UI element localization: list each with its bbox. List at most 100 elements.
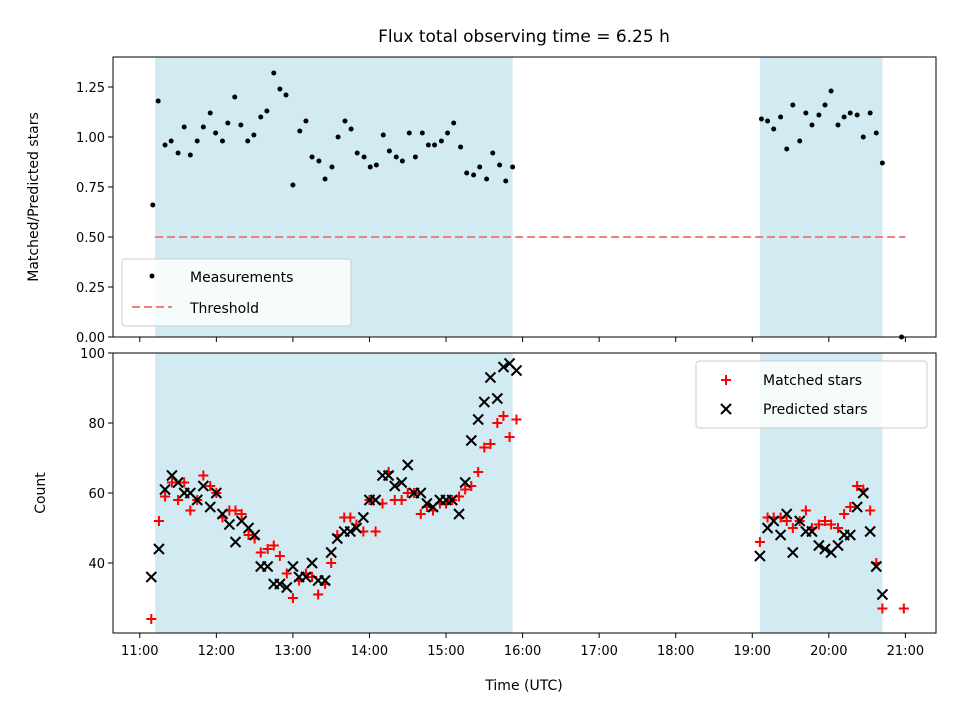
predicted-star-point: [453, 508, 465, 520]
measurement-point: [419, 130, 425, 136]
measurement-point: [425, 142, 431, 148]
matched-star-point: [281, 568, 292, 579]
legend-measurements-marker: [149, 273, 155, 279]
predicted-star-point: [806, 525, 818, 538]
y-tick-label: 1.00: [76, 131, 105, 146]
measurement-point: [860, 134, 866, 140]
measurement-point: [510, 164, 516, 170]
measurement-point: [187, 152, 193, 158]
measurement-point: [297, 128, 303, 134]
measurement-point: [283, 92, 289, 98]
y-tick-label: 1.25: [76, 81, 105, 96]
bottom-legend-box: [695, 360, 928, 429]
matched-star-point: [205, 481, 216, 491]
measurement-point: [150, 202, 156, 208]
measurement-point: [438, 138, 444, 144]
matched-star-point: [833, 523, 844, 533]
measurement-point: [316, 158, 322, 164]
top-y-ticks: 0.00 0.25 0.50 0.75 1.00 1.25: [76, 81, 113, 346]
matched-star-point: [153, 516, 164, 526]
predicted-star-point: [153, 543, 165, 555]
matched-star-point: [787, 523, 798, 533]
predicted-star-point: [145, 571, 157, 583]
ratio-panel: 0.00 0.25 0.50 0.75 1.00 1.25 Matched/Predict…: [26, 56, 937, 346]
predicted-star-point: [223, 518, 236, 531]
matched-star-point: [898, 603, 909, 614]
matched-star-point: [479, 442, 490, 453]
measurement-point: [809, 122, 815, 128]
measurement-point: [207, 110, 213, 116]
predicted-star-point: [172, 476, 184, 489]
matched-star-point: [345, 512, 356, 523]
measurement-point: [380, 132, 386, 138]
matched-star-point: [326, 558, 337, 568]
measurement-point: [406, 130, 412, 136]
measurement-point: [361, 154, 367, 160]
legend-threshold-label: Threshold: [189, 301, 259, 317]
predicted-star-point: [344, 525, 357, 538]
measurement-point: [225, 120, 231, 126]
x-tick-label: 12:00: [198, 644, 235, 659]
predicted-star-point: [857, 487, 869, 499]
y-tick-label: 0.50: [76, 231, 105, 246]
predicted-star-point: [350, 522, 363, 534]
matched-star-point: [146, 614, 157, 624]
measurement-point: [841, 114, 847, 120]
x-axis-label: Time (UTC): [484, 678, 562, 694]
matched-star-point: [287, 593, 298, 603]
predicted-star-point: [159, 483, 171, 496]
x-tick-label: 13:00: [274, 644, 311, 659]
legend-matched-marker: [721, 375, 731, 385]
measurement-point: [251, 132, 257, 138]
measurement-point: [451, 120, 457, 126]
y-tick-label: 100: [80, 347, 105, 362]
measurement-point: [290, 182, 296, 188]
measurement-point: [168, 138, 174, 144]
predicted-star-point: [767, 515, 780, 527]
count-points: [145, 357, 909, 624]
y-tick-label: 0.00: [76, 331, 105, 346]
measurement-point: [335, 134, 341, 140]
matched-star-point: [179, 477, 190, 488]
legend-predicted-label: Predicted stars: [763, 402, 868, 418]
top-y-axis-label: Matched/Predicted stars: [26, 112, 42, 282]
matched-star-point: [198, 470, 209, 481]
measurement-point: [264, 108, 270, 114]
bottom-y-axis-label: Count: [33, 472, 49, 514]
matched-star-point: [819, 516, 830, 526]
measurement-point: [342, 118, 348, 124]
matched-star-point: [236, 509, 247, 519]
matched-star-point: [498, 411, 509, 421]
matched-star-point: [852, 481, 863, 491]
measurement-point: [847, 110, 853, 116]
matched-star-point: [268, 540, 279, 551]
predicted-star-point: [369, 494, 382, 506]
y-tick-label: 40: [88, 557, 105, 572]
predicted-star-point: [357, 511, 370, 524]
matched-star-point: [813, 519, 824, 530]
measurement-point: [765, 118, 771, 124]
measurement-point: [458, 144, 464, 150]
predicted-star-point: [325, 546, 337, 559]
measurement-point: [238, 122, 244, 128]
measurement-point: [445, 130, 451, 136]
measurement-point: [867, 110, 873, 116]
x-tick-label: 17:00: [580, 644, 617, 659]
measurement-point: [503, 178, 509, 184]
predicted-star-point: [204, 501, 216, 513]
predicted-star-point: [229, 536, 242, 548]
measurement-point: [348, 126, 354, 132]
measurement-point: [412, 154, 418, 160]
matched-star-point: [396, 495, 407, 505]
predicted-star-point: [787, 546, 799, 559]
measurement-points: [150, 70, 905, 340]
matched-star-point: [255, 547, 266, 558]
matched-star-point: [185, 505, 196, 516]
matched-star-point: [865, 505, 876, 516]
y-tick-label: 60: [88, 487, 105, 502]
measurement-point: [175, 150, 181, 156]
matched-star-point: [243, 530, 254, 540]
matched-star-point: [800, 505, 811, 516]
measurement-point: [181, 124, 187, 130]
predicted-star-point: [781, 508, 793, 520]
